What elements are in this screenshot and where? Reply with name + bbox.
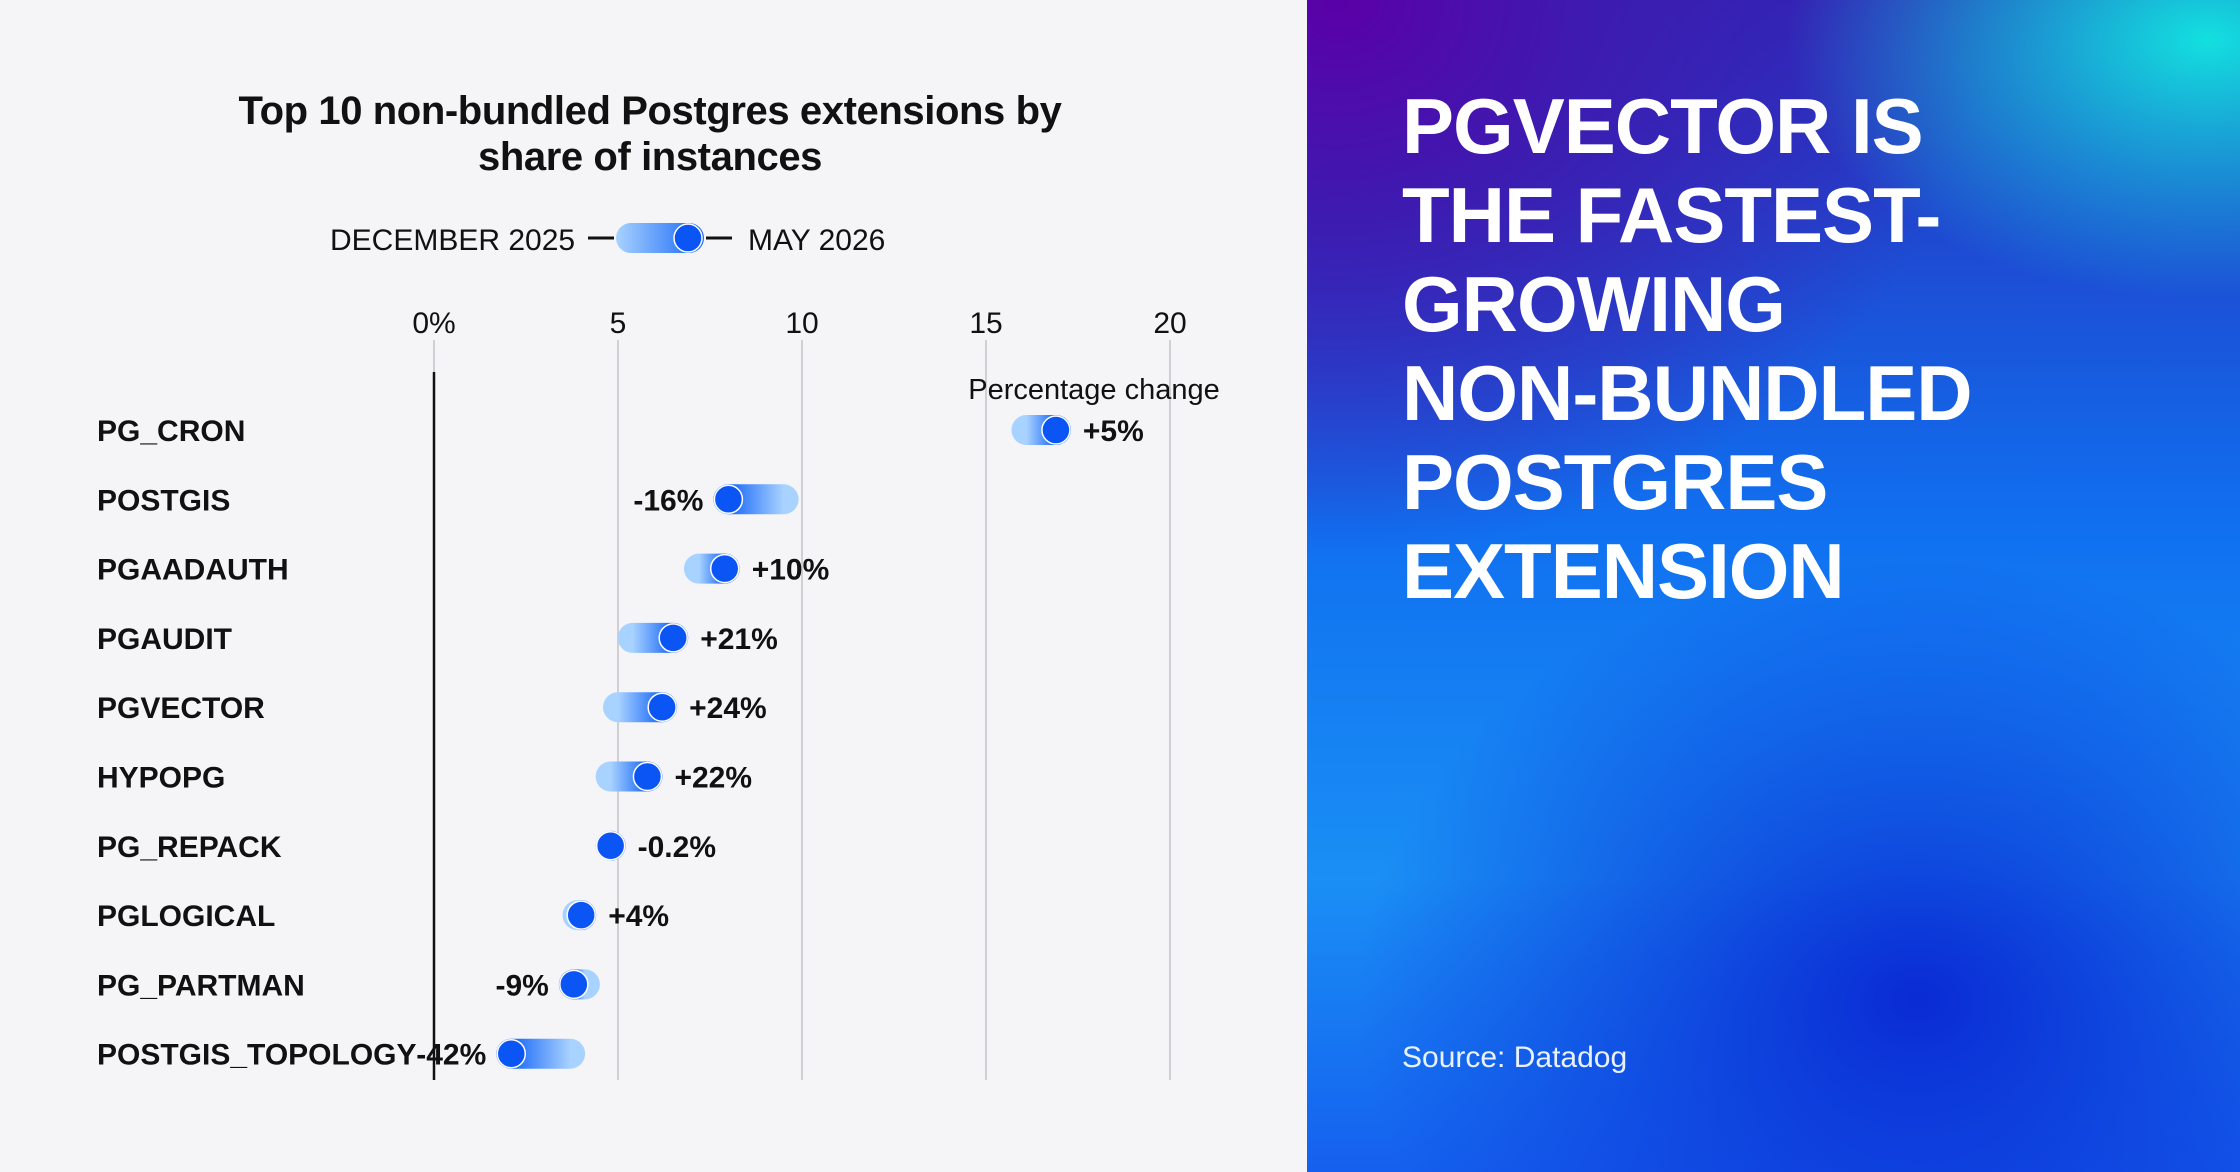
category-label: HYPOPG: [97, 762, 225, 795]
may-2026-dot: [709, 553, 740, 584]
legend-sample: [588, 223, 732, 253]
x-tick-label: 15: [969, 307, 1002, 340]
category-label: PG_PARTMAN: [97, 969, 305, 1002]
change-label: +21%: [700, 623, 778, 656]
legend-end-label: MAY 2026: [748, 224, 886, 257]
change-label: +24%: [689, 692, 767, 725]
headline-line: THE FASTEST-: [1402, 171, 1941, 259]
change-label: -9%: [495, 969, 548, 1002]
headline-line: POSTGRES: [1402, 438, 1828, 526]
category-label: POSTGIS_TOPOLOGY: [97, 1039, 417, 1072]
change-label: +4%: [608, 900, 669, 933]
category-label: PG_CRON: [97, 415, 245, 448]
headline-line: GROWING: [1402, 260, 1786, 348]
may-2026-dot: [658, 623, 688, 653]
row-postgis-topology: POSTGIS_TOPOLOGY -42%: [97, 1038, 586, 1072]
row-postgis: POSTGIS -16%: [97, 484, 799, 517]
row-pgvector: PGVECTOR +24%: [97, 692, 767, 725]
change-label: +10%: [752, 554, 830, 587]
may-2026-dot: [595, 831, 626, 861]
row-pgaadauth: PGAADAUTH +10%: [97, 553, 830, 587]
x-axis-ticks: 0% 5 10 15 20: [412, 307, 1186, 340]
percentage-change-annotation: Percentage change: [968, 374, 1220, 406]
row-pg-partman: PG_PARTMAN -9%: [97, 969, 600, 1002]
may-2026-dot: [647, 692, 677, 722]
category-label: PGVECTOR: [97, 692, 265, 725]
source-note: Source: Datadog: [1402, 1041, 1628, 1074]
category-label: PG_REPACK: [97, 831, 282, 864]
chart-rows: PG_CRON +5% POSTGIS -16% PGAADAUTH +10% PGAUDI…: [97, 415, 1144, 1072]
may-2026-dot: [713, 484, 744, 515]
legend-dot: [673, 223, 703, 253]
row-pg-cron: PG_CRON +5%: [97, 415, 1144, 448]
dumbbell-chart: 0% 5 10 15 20 Percentage change PG_CRON +5% PO…: [97, 223, 1220, 1080]
may-2026-dot: [496, 1038, 527, 1069]
change-label: -42%: [416, 1039, 486, 1072]
headline-line: EXTENSION: [1402, 527, 1845, 615]
headline-line: PGVECTOR IS: [1402, 82, 1924, 170]
x-tick-label: 10: [785, 307, 818, 340]
category-label: PGLOGICAL: [97, 900, 275, 933]
chart-panel: Top 10 non-bundled Postgres extensions b…: [97, 89, 1220, 1080]
chart-title: Top 10 non-bundled Postgres extensions b…: [238, 89, 1062, 179]
change-label: -0.2%: [638, 831, 716, 864]
may-2026-dot: [566, 900, 596, 930]
headline-line: NON-BUNDLED: [1402, 349, 1973, 437]
headline: PGVECTOR IS THE FASTEST- GROWING NON-BUN…: [1402, 82, 2222, 616]
may-2026-dot: [1041, 415, 1071, 445]
change-label: -16%: [633, 484, 703, 517]
x-tick-label: 20: [1153, 307, 1186, 340]
legend-start-label: DECEMBER 2025: [330, 224, 576, 257]
category-label: POSTGIS: [97, 484, 230, 517]
x-tick-label: 0%: [412, 307, 455, 340]
x-tick-label: 5: [610, 307, 627, 340]
row-pgaudit: PGAUDIT +21%: [97, 622, 778, 656]
may-2026-dot: [559, 969, 589, 1000]
may-2026-dot: [632, 761, 663, 792]
change-label: +22%: [674, 762, 752, 795]
change-label: +5%: [1083, 415, 1144, 448]
row-pg-repack: PG_REPACK -0.2%: [97, 830, 716, 864]
headline-panel: PGVECTOR IS THE FASTEST- GROWING NON-BUN…: [1307, 0, 2240, 1172]
row-pglogical: PGLOGICAL +4%: [97, 900, 669, 933]
category-label: PGAUDIT: [97, 623, 232, 656]
category-label: PGAADAUTH: [97, 554, 289, 587]
row-hypopg: HYPOPG +22%: [97, 761, 752, 795]
